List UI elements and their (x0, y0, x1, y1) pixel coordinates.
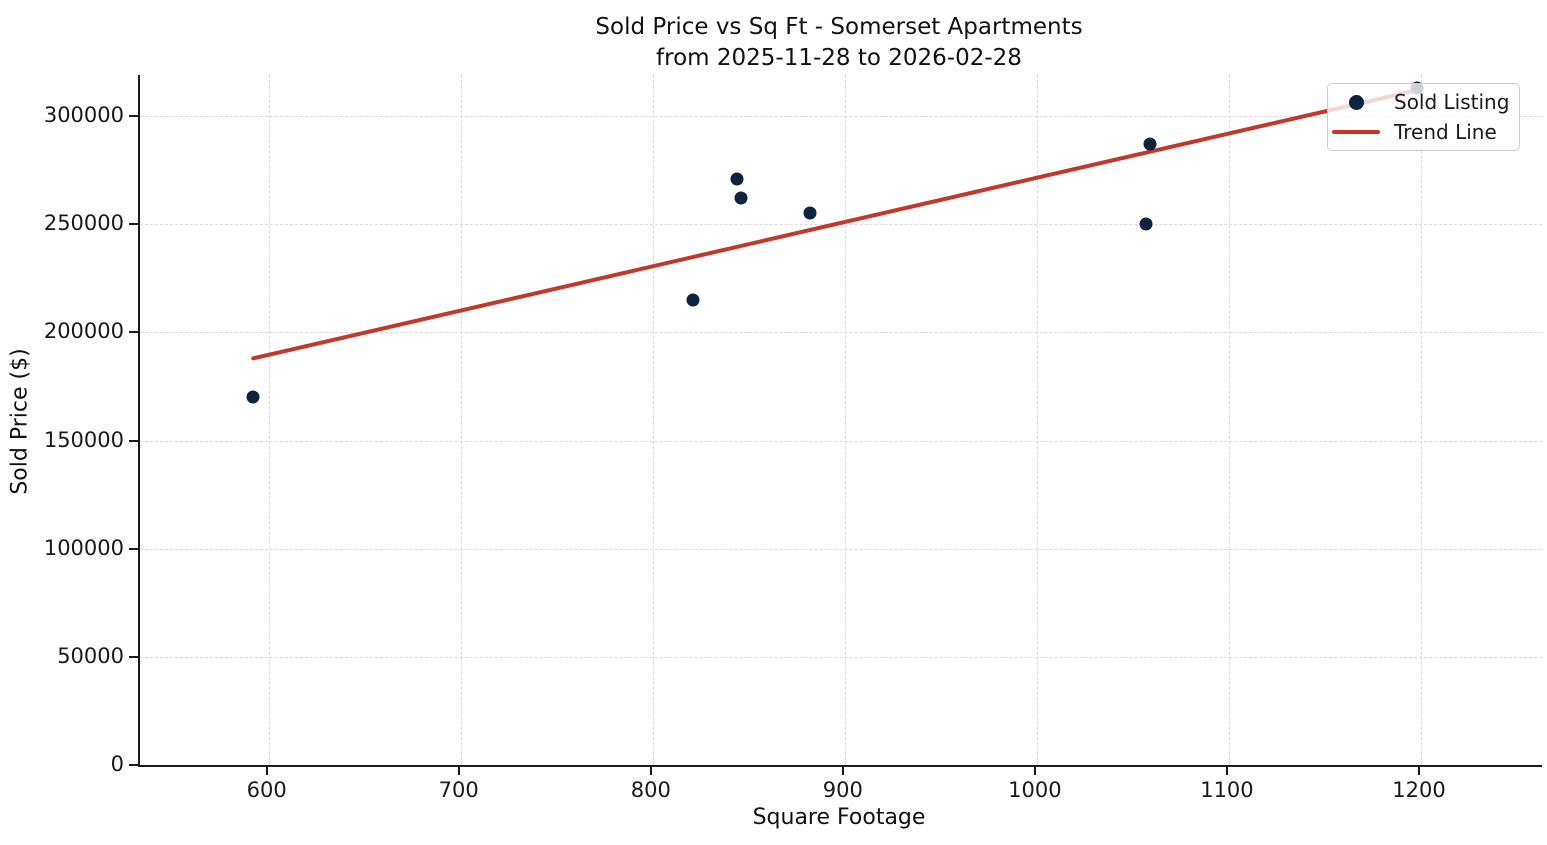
x-tick-label: 1000 (1008, 778, 1062, 802)
y-tick (129, 655, 138, 658)
y-gridline (140, 440, 1542, 442)
y-tick-label: 0 (110, 752, 124, 776)
plot-area (138, 75, 1542, 767)
y-tick (129, 547, 138, 550)
x-gridline (460, 75, 462, 765)
y-tick-label: 150000 (43, 427, 124, 452)
scatter-marker-icon (1348, 94, 1364, 110)
y-tick-label: 200000 (43, 319, 124, 344)
x-tick-label: 600 (246, 778, 287, 802)
data-point (1139, 217, 1153, 231)
legend-swatch (1332, 130, 1380, 134)
y-gridline (140, 224, 1542, 226)
x-gridline (844, 75, 846, 765)
x-gridline (268, 75, 270, 765)
y-gridline (140, 548, 1542, 550)
x-tick-label: 1100 (1200, 778, 1254, 802)
x-tick (1033, 767, 1036, 775)
y-tick (129, 331, 138, 334)
y-tick (129, 764, 138, 766)
data-point (1143, 137, 1157, 151)
x-gridline (1036, 75, 1038, 765)
y-gridline (140, 656, 1542, 658)
x-tick (265, 767, 268, 775)
y-axis-label: Sold Price ($) (7, 348, 33, 495)
data-point (734, 191, 748, 205)
legend-label-trend-line: Trend Line (1394, 120, 1497, 144)
chart-title-line2: from 2025-11-28 to 2026-02-28 (656, 45, 1022, 71)
x-axis-label: Square Footage (752, 805, 926, 830)
x-tick-label: 1200 (1392, 778, 1446, 802)
data-point (246, 390, 260, 404)
x-gridline (1421, 75, 1422, 765)
y-tick-label: 100000 (43, 535, 124, 560)
chart-title: Sold Price vs Sq Ft - Somerset Apartment… (138, 12, 1540, 74)
x-tick-label: 800 (630, 778, 671, 802)
x-tick (649, 767, 652, 775)
y-tick-label: 300000 (43, 103, 124, 128)
legend-swatch (1332, 94, 1380, 110)
legend-label-sold-listing: Sold Listing (1394, 90, 1510, 114)
x-tick (1225, 767, 1228, 775)
trend-line-icon (1332, 130, 1380, 134)
y-tick (129, 223, 138, 226)
data-point (686, 293, 700, 307)
x-gridline (652, 75, 654, 765)
legend-item-trend-line: Trend Line (1332, 117, 1513, 147)
data-point (803, 206, 817, 220)
y-tick-label: 250000 (43, 211, 124, 236)
y-gridline (140, 332, 1542, 334)
y-tick (129, 115, 138, 118)
y-tick (129, 439, 138, 442)
chart-title-line1: Sold Price vs Sq Ft - Somerset Apartment… (595, 14, 1083, 40)
x-gridline (1228, 75, 1230, 765)
x-tick (841, 767, 844, 775)
x-tick-label: 700 (438, 778, 479, 802)
legend: Sold Listing Trend Line (1327, 83, 1520, 151)
x-tick (457, 767, 460, 775)
data-point (730, 172, 744, 186)
y-tick-label: 50000 (57, 643, 124, 668)
x-tick-label: 900 (822, 778, 863, 802)
x-tick (1418, 767, 1420, 775)
legend-item-sold-listing: Sold Listing (1332, 87, 1513, 117)
